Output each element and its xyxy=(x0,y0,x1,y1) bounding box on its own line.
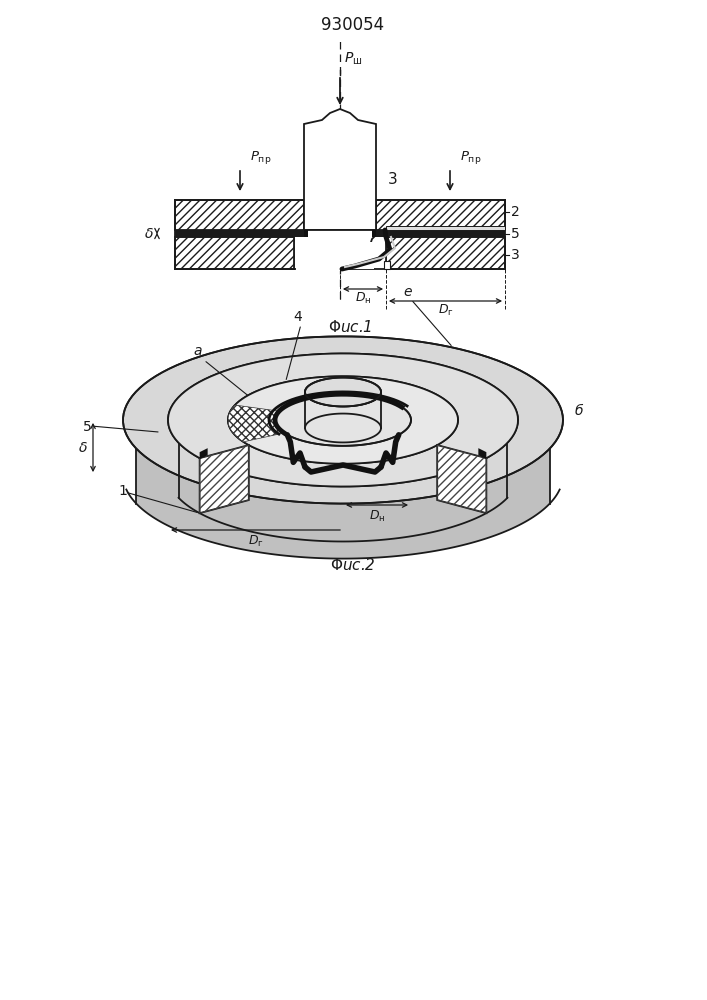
Text: $D_{\rm н}$: $D_{\rm н}$ xyxy=(369,509,385,524)
Polygon shape xyxy=(199,445,249,513)
Text: $D_{\rm н}$: $D_{\rm н}$ xyxy=(355,291,371,306)
Polygon shape xyxy=(228,376,458,464)
Text: б: б xyxy=(575,404,583,418)
Text: 3: 3 xyxy=(511,248,520,262)
Text: $D_{\rm г}$: $D_{\rm г}$ xyxy=(247,534,264,549)
Bar xyxy=(376,200,505,230)
Text: 4: 4 xyxy=(293,310,302,324)
Polygon shape xyxy=(305,414,381,442)
Polygon shape xyxy=(437,445,486,513)
Text: $\delta$: $\delta$ xyxy=(144,227,154,240)
Bar xyxy=(386,226,505,230)
Text: $D_{\rm г}$: $D_{\rm г}$ xyxy=(438,303,453,318)
Bar xyxy=(376,230,505,237)
Polygon shape xyxy=(123,336,563,504)
Bar xyxy=(376,200,505,230)
Polygon shape xyxy=(136,449,550,559)
Text: $\delta$: $\delta$ xyxy=(78,440,88,454)
Text: 930054: 930054 xyxy=(322,16,385,34)
Text: 3: 3 xyxy=(388,172,398,188)
Text: 1: 1 xyxy=(118,484,127,498)
Polygon shape xyxy=(168,354,518,486)
Bar xyxy=(372,230,505,237)
Text: 2: 2 xyxy=(511,205,520,219)
Text: $P_{\rm пр}$: $P_{\rm пр}$ xyxy=(250,149,271,166)
Text: $\Phi$uc.2: $\Phi$uc.2 xyxy=(330,557,375,573)
Bar xyxy=(384,261,390,269)
Bar xyxy=(386,237,505,269)
Text: a: a xyxy=(194,344,202,358)
Bar xyxy=(306,242,374,269)
Polygon shape xyxy=(304,109,376,230)
Bar xyxy=(386,237,505,269)
Text: $P_{\rm пр}$: $P_{\rm пр}$ xyxy=(460,149,481,166)
Bar xyxy=(175,200,304,230)
Polygon shape xyxy=(304,230,376,267)
Bar xyxy=(175,230,304,237)
Polygon shape xyxy=(199,448,208,459)
Bar xyxy=(175,237,294,269)
Text: 5: 5 xyxy=(511,227,520,240)
Bar xyxy=(296,237,340,271)
Polygon shape xyxy=(228,405,284,442)
Polygon shape xyxy=(479,448,486,459)
Text: $\Phi$uc.1: $\Phi$uc.1 xyxy=(328,319,372,335)
Polygon shape xyxy=(305,378,381,406)
Text: 5: 5 xyxy=(83,420,92,434)
Polygon shape xyxy=(305,378,381,406)
Bar xyxy=(175,200,304,230)
Text: $P_{\rm ш}$: $P_{\rm ш}$ xyxy=(344,51,363,67)
Polygon shape xyxy=(275,394,411,446)
Bar xyxy=(175,230,308,237)
Bar xyxy=(175,237,294,269)
Text: e: e xyxy=(403,285,411,299)
